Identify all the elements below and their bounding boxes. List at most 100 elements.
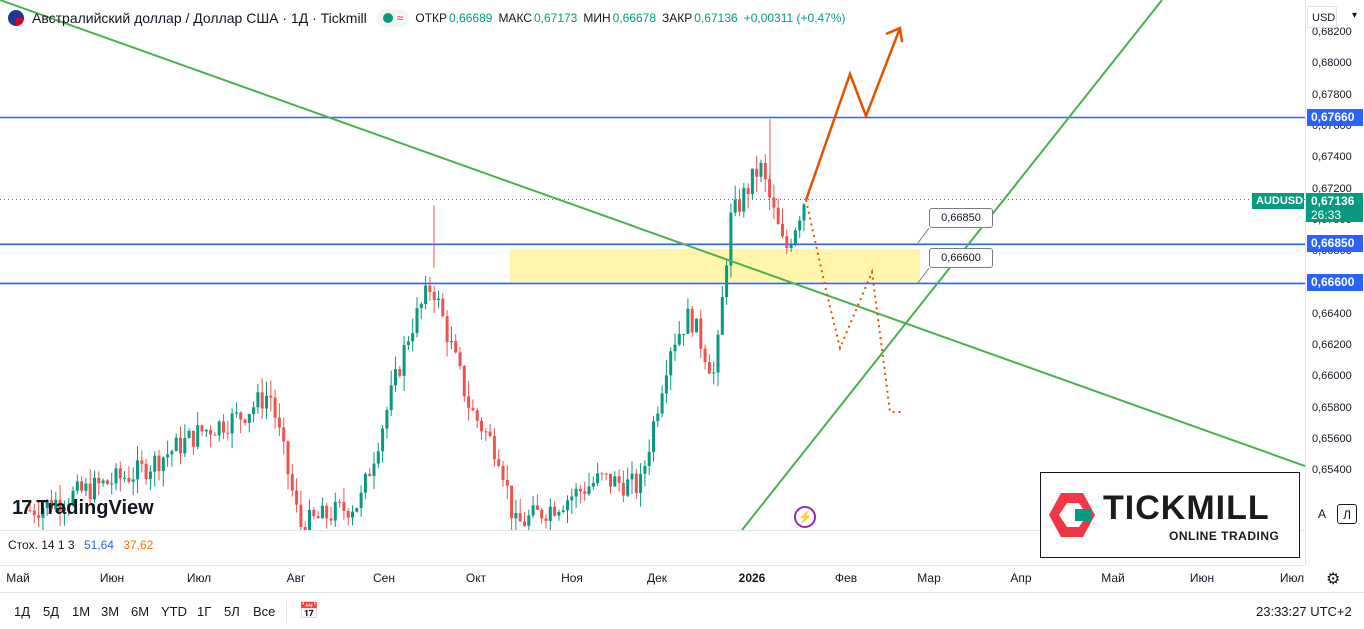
timeframe-button[interactable]: YTD [161,604,187,619]
candle-body [441,298,445,317]
open-value: 0,66689 [449,11,493,25]
time-tick: Июн [1189,571,1215,585]
candle-body [269,395,273,398]
bar-countdown: 26:33 [1311,208,1342,222]
candle [630,461,634,494]
candle [716,329,720,387]
candle [37,501,41,528]
candle-body [703,348,707,363]
candle [329,506,333,526]
candle [738,189,741,217]
pane-separator[interactable] [0,530,1305,531]
candle-body [548,506,552,521]
candle-body [462,365,466,397]
candle-body [535,505,539,510]
timeframe-button[interactable]: 5Л [224,604,240,619]
candle [574,483,578,509]
candle [673,333,677,362]
candle [419,302,423,320]
tradingview-logo[interactable]: 17 TradingView [12,497,154,520]
clock[interactable]: 23:33:27 UTC+2 [1256,604,1352,619]
candle [553,501,557,517]
candle-body [75,481,79,491]
candle [80,476,84,494]
price-tick: 0,68000 [1312,57,1352,70]
candle-body [527,515,531,526]
candle [144,458,148,485]
candle [772,184,776,220]
candle [157,450,161,481]
candle [682,333,686,346]
candle-body [359,492,363,508]
candle-body [505,479,509,486]
price-tick: 0,67200 [1312,182,1352,195]
timeframe-button[interactable]: 6М [131,604,150,619]
log-scale-button[interactable]: Л [1337,504,1357,524]
candle-body [406,341,410,346]
candle-body [424,285,428,305]
candle [664,360,668,404]
timeframe-button[interactable]: 1Г [197,604,212,619]
candle-body [196,425,200,447]
candle [75,474,79,495]
candle-body [669,351,673,376]
chart-plot-area[interactable] [0,0,1305,530]
candle-body [781,224,784,237]
flash-icon[interactable]: ⚡ [794,506,816,528]
price-axis[interactable]: 0,68200 0,68000 0,67800 0,67600 0,67400 0,672… [1305,0,1364,565]
candle [101,478,105,487]
candle [729,203,733,278]
candle-body [630,473,634,480]
price-chart[interactable] [0,0,1305,530]
price-tick: 0,66000 [1312,370,1352,383]
candle [247,413,251,433]
candle-body [84,483,88,491]
candle-body [363,473,367,493]
level-price-label: 0,66850 [1307,235,1363,253]
candle [342,488,346,520]
symbol-title[interactable]: Австралийский доллар / Доллар США · 1Д ·… [32,10,367,26]
candle-body [750,168,754,195]
candle [252,401,256,423]
stochastic-name[interactable]: Стох. 14 1 3 [8,538,75,552]
candle-body [656,413,660,422]
candle [277,403,281,436]
candle-body [639,473,643,493]
time-axis[interactable]: Май Июн Июл Авг Сен Окт Ноя Дек 2026 Фев Мар Апр Май… [0,565,1305,591]
candle [621,470,625,503]
candle [415,297,419,338]
currency-select[interactable]: USD [1307,6,1337,28]
timeframe-button[interactable]: 1М [72,604,91,619]
candle-body [351,511,354,518]
wave-icon: ≈ [396,11,404,25]
candle-body [793,230,797,245]
market-status-pill[interactable]: ≈ [376,9,410,27]
price-callout-lower[interactable]: 0,66600 [929,248,993,268]
candle [123,471,127,483]
timeframe-button[interactable]: 5Д [43,604,60,619]
callout-connector [917,227,930,244]
candle-body [299,504,303,528]
calendar-icon[interactable]: 📅 [299,603,319,620]
candle-body [252,407,256,415]
timeframe-button[interactable]: 1Д [14,604,31,619]
candle-body [243,419,247,423]
timeframe-button[interactable]: 3М [101,604,120,619]
candle [591,476,595,490]
candle [174,433,178,452]
candle [677,320,681,347]
price-callout-upper[interactable]: 0,66850 [929,208,993,228]
gear-icon[interactable]: ⚙ [1326,571,1341,588]
candle [381,424,385,463]
candle-body [303,527,307,530]
candle [230,408,234,449]
candle-body [660,393,664,414]
candle [510,485,514,530]
candle-body [531,505,535,516]
timeframe-button[interactable]: Все [253,604,276,619]
candle-body [604,473,608,475]
auto-scale-button[interactable]: A [1317,507,1326,521]
candle [540,507,544,524]
candle-body [673,344,677,352]
candle [148,465,152,490]
